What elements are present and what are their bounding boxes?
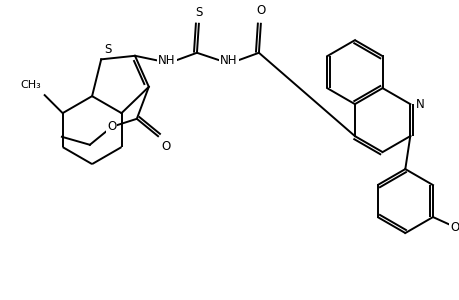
Text: S: S: [195, 6, 202, 19]
Text: NH: NH: [220, 54, 237, 67]
Text: N: N: [415, 98, 424, 111]
Text: O: O: [162, 140, 171, 153]
Text: NH: NH: [158, 54, 175, 67]
Text: O: O: [449, 220, 459, 233]
Text: S: S: [104, 43, 112, 56]
Text: CH₃: CH₃: [20, 80, 40, 90]
Text: O: O: [256, 4, 265, 17]
Text: O: O: [107, 120, 116, 133]
